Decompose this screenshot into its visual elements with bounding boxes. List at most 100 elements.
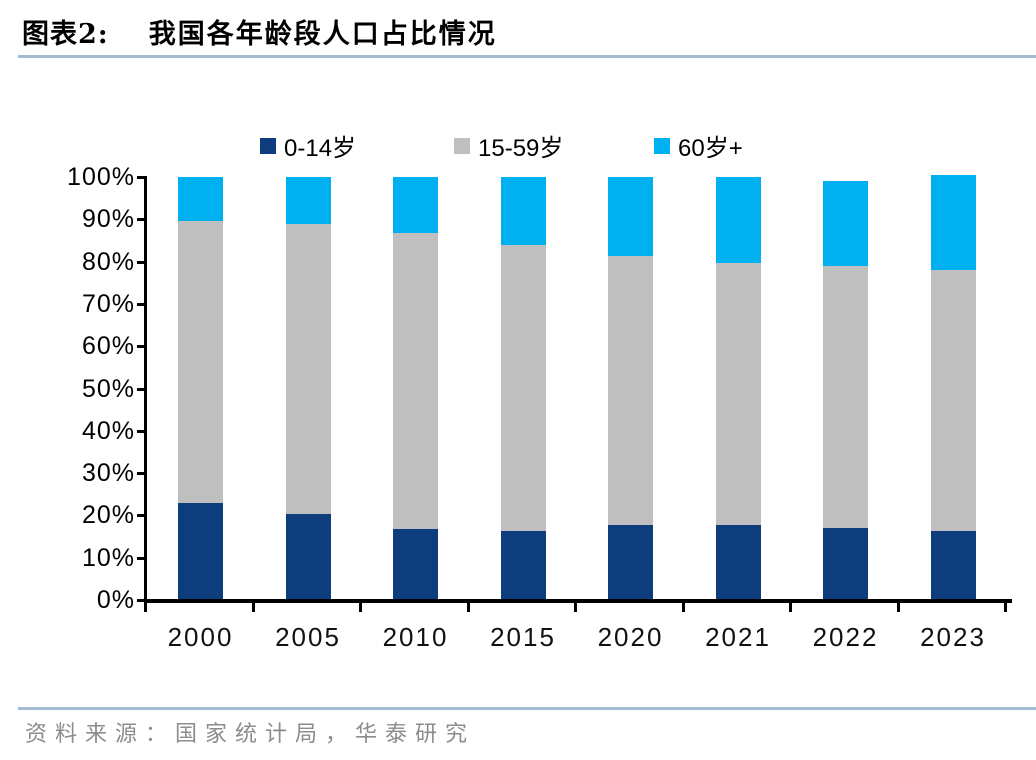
bar-segment-60岁+ [715, 177, 761, 264]
bar-segment-0-14岁 [715, 524, 761, 600]
bar-segment-60岁+ [285, 177, 331, 224]
bar-segment-0-14岁 [500, 531, 546, 600]
bar-column-2010 [362, 177, 470, 600]
x-tick-label-2023: 2023 [920, 622, 986, 652]
title-underline-rule [18, 55, 1036, 58]
x-tick-label-2022: 2022 [812, 622, 879, 652]
y-tick-label: 0% [96, 586, 135, 614]
bar-column-2000 [147, 177, 255, 600]
bar-segment-0-14岁 [285, 514, 331, 600]
bar-segment-15-59岁 [393, 233, 439, 529]
y-tick-mark [137, 176, 146, 179]
y-tick-label: 80% [81, 247, 135, 276]
legend-swatch-gray [454, 137, 470, 154]
y-tick-mark [137, 345, 146, 349]
y-tick-mark [137, 514, 146, 518]
y-tick-mark [137, 302, 146, 306]
x-tick-label-2020: 2020 [597, 622, 664, 652]
stacked-bar-2022 [823, 180, 869, 600]
bar-segment-15-59岁 [285, 223, 331, 515]
x-tick-mark [789, 603, 792, 612]
x-tick-mark [681, 603, 685, 612]
x-tick-label-2000: 2000 [167, 622, 234, 652]
x-tick-mark [251, 603, 255, 612]
bar-segment-0-14岁 [823, 528, 869, 600]
x-axis-line [144, 599, 1012, 603]
stacked-bar-2010 [393, 177, 439, 600]
bar-column-2023 [900, 174, 1008, 600]
chart-number-label: 图表2: [22, 19, 109, 50]
x-tick-mark [466, 603, 470, 612]
y-tick-mark [137, 472, 146, 476]
stacked-bar-2015 [500, 177, 546, 600]
stacked-bar-2023 [930, 174, 976, 600]
legend-item-0-14: 0-14岁 [260, 128, 356, 163]
bar-column-2021 [685, 177, 793, 600]
stacked-bar-2020 [608, 177, 654, 600]
stacked-bar-2021 [715, 177, 761, 600]
bar-segment-15-59岁 [715, 263, 761, 525]
bar-segment-15-59岁 [500, 245, 546, 532]
x-tick-label-2010: 2010 [382, 622, 449, 652]
y-tick-label: 90% [81, 205, 135, 234]
x-tick-mark [144, 603, 147, 612]
legend-item-60plus: 60岁+ [654, 128, 743, 163]
legend-label: 60岁+ [678, 135, 743, 162]
y-tick-mark [137, 599, 146, 602]
x-tick-mark [896, 603, 900, 612]
bar-segment-15-59岁 [178, 220, 224, 504]
bar-column-2022 [792, 177, 900, 600]
y-tick-label: 60% [81, 332, 135, 361]
x-tick-mark [359, 603, 362, 612]
bar-segment-60岁+ [178, 177, 224, 221]
bar-segment-60岁+ [500, 177, 546, 246]
bar-segment-60岁+ [930, 174, 976, 270]
y-axis-line [144, 176, 147, 601]
y-tick-label: 40% [81, 416, 135, 445]
y-tick-label: 10% [81, 543, 135, 572]
bar-segment-0-14岁 [608, 524, 654, 600]
x-tick-mark [1004, 603, 1007, 612]
y-tick-mark [137, 387, 146, 391]
bar-segment-0-14岁 [930, 531, 976, 600]
legend-swatch-navy [260, 137, 276, 154]
bar-column-2015 [470, 177, 578, 600]
source-note: 资料来源：国家统计局，华泰研究 [25, 722, 476, 747]
y-tick-label: 30% [81, 459, 135, 488]
bar-column-2005 [255, 177, 363, 600]
x-tick-label-2015: 2015 [490, 622, 556, 652]
bars-area [147, 174, 1008, 600]
y-tick-mark [137, 218, 146, 222]
bar-segment-15-59岁 [608, 256, 654, 525]
bar-segment-15-59岁 [930, 269, 976, 532]
x-tick-label-2005: 2005 [275, 622, 341, 652]
y-tick-label: 20% [81, 501, 135, 530]
chart-header: 图表2: 我国各年龄段人口占比情况 [22, 12, 497, 51]
legend-item-15-59: 15-59岁 [454, 128, 563, 163]
legend-label: 15-59岁 [478, 135, 564, 162]
y-tick-mark [137, 429, 146, 433]
y-tick-label: 70% [81, 289, 135, 318]
chart-legend: 0-14岁 15-59岁 60岁+ [0, 128, 1036, 162]
stacked-bar-2005 [285, 177, 331, 600]
legend-label: 0-14岁 [284, 135, 357, 162]
y-tick-mark [137, 556, 146, 560]
footer-rule [18, 707, 1036, 710]
bar-column-2020 [577, 177, 685, 600]
chart-title: 我国各年龄段人口占比情况 [148, 19, 497, 50]
bar-segment-60岁+ [823, 180, 869, 267]
y-tick-label: 50% [81, 374, 135, 403]
bar-segment-60岁+ [608, 177, 654, 257]
legend-swatch-cyan [654, 137, 670, 154]
y-tick-mark [137, 260, 146, 264]
x-tick-mark [574, 603, 577, 612]
bar-segment-0-14岁 [178, 503, 224, 600]
bar-segment-60岁+ [393, 177, 439, 234]
bar-segment-0-14岁 [393, 528, 439, 600]
x-tick-label-2021: 2021 [705, 622, 771, 652]
bar-segment-15-59岁 [823, 266, 869, 529]
y-tick-label: 100% [67, 163, 135, 191]
y-axis-labels: 100% 90% 80% 70% 60% 50% 40% 30% 20% 10% 0% [30, 0, 146, 760]
stacked-bar-2000 [178, 177, 224, 600]
